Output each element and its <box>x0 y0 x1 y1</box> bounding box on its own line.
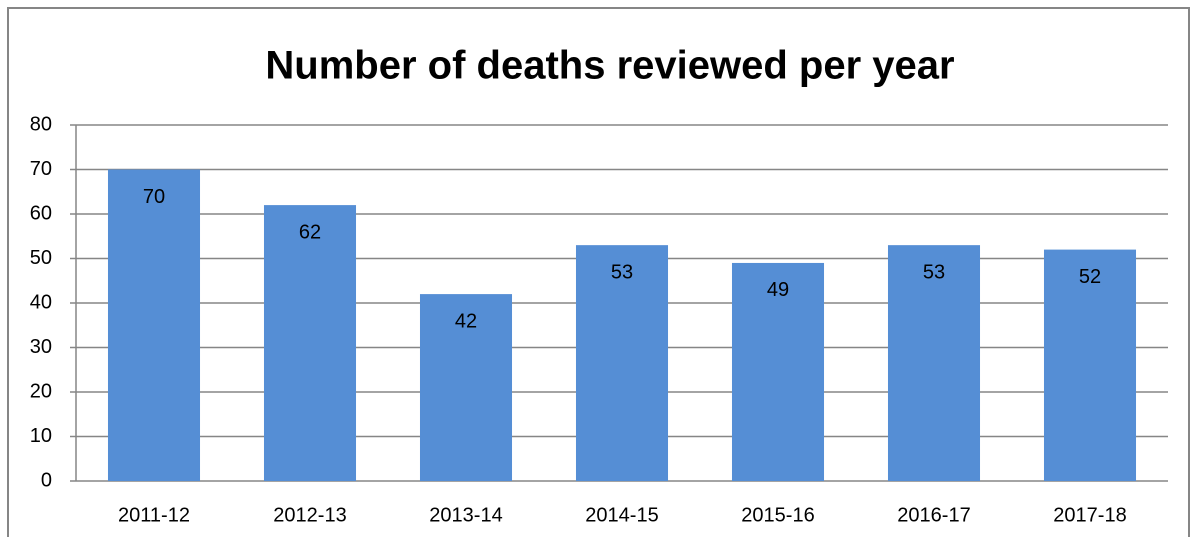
x-tick-label: 2017-18 <box>1053 504 1126 526</box>
chart-title: Number of deaths reviewed per year <box>265 44 954 88</box>
x-tick-label: 2016-17 <box>897 504 970 526</box>
data-label: 70 <box>143 186 165 208</box>
y-tick-label: 10 <box>30 425 52 447</box>
bar <box>887 245 981 481</box>
data-label: 53 <box>923 261 945 283</box>
data-label: 49 <box>767 279 789 301</box>
x-tick-label: 2015-16 <box>741 504 814 526</box>
x-tick-label: 2012-13 <box>273 504 346 526</box>
y-tick-label: 40 <box>30 291 52 313</box>
bar <box>575 245 669 481</box>
y-tick-label: 70 <box>30 158 52 180</box>
x-tick-label: 2011-12 <box>118 504 190 526</box>
y-tick-label: 50 <box>30 247 52 269</box>
data-label: 53 <box>611 261 633 283</box>
data-label: 52 <box>1079 266 1101 288</box>
y-tick-label: 0 <box>41 469 52 491</box>
y-tick-label: 80 <box>30 113 52 135</box>
y-tick-label: 30 <box>30 336 52 358</box>
bar <box>419 294 513 481</box>
y-tick-label: 20 <box>30 380 52 402</box>
data-label: 42 <box>455 310 477 332</box>
bar <box>1043 249 1137 481</box>
chart-frame <box>7 7 1190 537</box>
bar <box>263 205 357 481</box>
y-tick-label: 60 <box>30 202 52 224</box>
data-label: 62 <box>299 221 321 243</box>
bar <box>731 262 825 481</box>
bar <box>107 169 201 481</box>
x-tick-label: 2014-15 <box>585 504 658 526</box>
x-tick-label: 2013-14 <box>429 504 502 526</box>
